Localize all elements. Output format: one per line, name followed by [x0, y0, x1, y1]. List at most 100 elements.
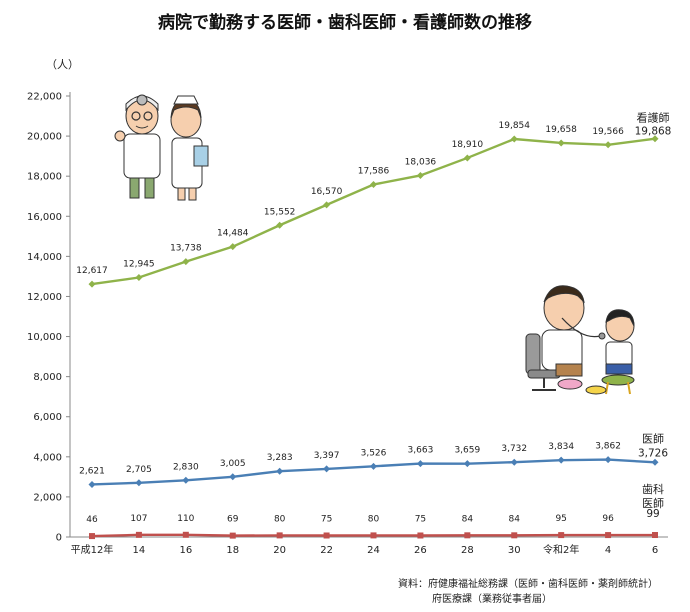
doctor-examining-child-illustration: [525, 285, 635, 395]
data-point: [323, 532, 330, 539]
series-group: 12,617 12,945 13,738 14,484 15,552 16,570 17,5…: [76, 111, 671, 540]
series-1: 12,617 12,945 13,738 14,484 15,552 16,570 17,5…: [76, 111, 671, 288]
data-label: 3,659: [454, 446, 480, 456]
data-point: [229, 473, 237, 481]
data-label: 95: [555, 514, 566, 524]
data-point: [370, 180, 377, 188]
chart-title: 病院で勤務する医師・歯科医師・看護師数の推移: [158, 13, 532, 33]
data-label: 12,617: [76, 266, 108, 276]
axes: [69, 92, 668, 538]
data-point: [88, 280, 96, 288]
data-label: 75: [415, 514, 426, 524]
series-name-label: 看護師: [637, 111, 670, 125]
data-point: [323, 465, 331, 473]
data-point: [558, 532, 565, 539]
data-point: [464, 532, 471, 539]
nurse-figure: [170, 95, 209, 201]
data-point: [276, 467, 284, 475]
data-label: 19,658: [545, 125, 577, 135]
data-point: [229, 243, 237, 251]
y-tick-label: 20,000: [27, 132, 62, 143]
doctor-figure: [114, 94, 161, 199]
y-tick-label: 6,000: [33, 412, 62, 423]
data-label: 84: [509, 514, 521, 524]
data-point: [135, 531, 142, 538]
data-point: [88, 480, 96, 488]
data-label: 18,910: [452, 140, 484, 150]
y-tick-label: 12,000: [27, 292, 62, 303]
x-tick-label: 14: [133, 545, 146, 556]
data-point: [652, 532, 658, 539]
data-point: [135, 479, 143, 487]
x-tick-label: 30: [508, 545, 521, 556]
y-tick-label: 8,000: [33, 372, 62, 383]
data-point: [557, 139, 565, 147]
data-point: [416, 171, 424, 179]
data-label: 16,570: [311, 187, 343, 197]
series-2: 2,621 2,705 2,830 3,005 3,283 3,397 3,526 3,663…: [79, 432, 668, 488]
data-label: 3,834: [548, 442, 574, 452]
x-tick-label: 18: [226, 545, 239, 556]
x-tick-label: 令和2年: [543, 543, 579, 556]
data-point: [463, 460, 471, 468]
data-label: 107: [130, 514, 147, 524]
data-point: [463, 154, 471, 162]
series-name-label: 歯科: [642, 482, 664, 496]
data-point: [182, 531, 189, 538]
data-point: [276, 221, 284, 229]
data-label: 3,283: [267, 453, 293, 463]
data-point: [605, 532, 612, 539]
y-tick-label: 2,000: [33, 492, 62, 503]
data-point: [604, 456, 612, 464]
data-label: 75: [321, 514, 332, 524]
data-label: 3,005: [220, 459, 246, 469]
y-tick-label: 16,000: [27, 212, 62, 223]
y-tick-label: 14,000: [27, 252, 62, 263]
x-tick-label: 24: [367, 545, 380, 556]
x-tick-label: 22: [320, 545, 333, 556]
data-point: [323, 201, 331, 209]
y-tick-label: 4,000: [33, 452, 62, 463]
data-label: 3,526: [361, 448, 387, 458]
data-label: 15,552: [264, 207, 296, 217]
data-label: 80: [368, 514, 380, 524]
data-point: [229, 532, 236, 539]
data-point: [417, 532, 424, 539]
series-name-label: 医師: [642, 497, 664, 510]
data-point: [557, 456, 565, 464]
data-point: [89, 533, 95, 540]
y-unit-label: （人）: [46, 58, 79, 71]
data-label: 46: [86, 515, 98, 525]
data-label: 80: [274, 514, 286, 524]
data-label: 18,036: [405, 157, 437, 167]
x-tick-label: 20: [273, 545, 286, 556]
data-label: 19,566: [592, 127, 624, 137]
x-tick-labels: 平成12年 14 16 18 20 22 24 26 28 30 令和2年 4 6: [71, 543, 659, 556]
y-tick-label: 18,000: [27, 172, 62, 183]
data-point: [510, 135, 518, 143]
data-label: 3,397: [314, 451, 340, 461]
source-note-line-1: 資料：府健康福祉総務課（医師・歯科医師・薬剤師統計）: [398, 579, 658, 590]
y-tick-label: 0: [56, 533, 62, 544]
data-point: [651, 458, 659, 466]
doctor-and-nurse-illustration: [114, 94, 209, 201]
data-label: 19,854: [499, 121, 531, 131]
x-tick-label: 6: [652, 545, 658, 556]
data-point: [135, 274, 143, 282]
data-point: [182, 258, 190, 266]
y-tick-labels: 0 2,000 4,000 6,000 8,000 10,000 12,000 14,000 1…: [27, 92, 70, 544]
data-label: 19,868: [635, 126, 672, 138]
data-label: 14,484: [217, 229, 249, 239]
data-label: 2,830: [173, 462, 199, 472]
x-tick-label: 平成12年: [71, 543, 114, 556]
x-tick-label: 16: [179, 545, 192, 556]
data-point: [370, 462, 377, 470]
data-point: [651, 135, 659, 143]
data-label: 3,862: [595, 442, 621, 452]
data-point: [511, 532, 518, 539]
data-point: [510, 458, 518, 466]
x-tick-label: 28: [461, 545, 474, 556]
data-label: 110: [177, 514, 194, 524]
data-label: 96: [602, 514, 614, 524]
data-point: [276, 532, 283, 539]
